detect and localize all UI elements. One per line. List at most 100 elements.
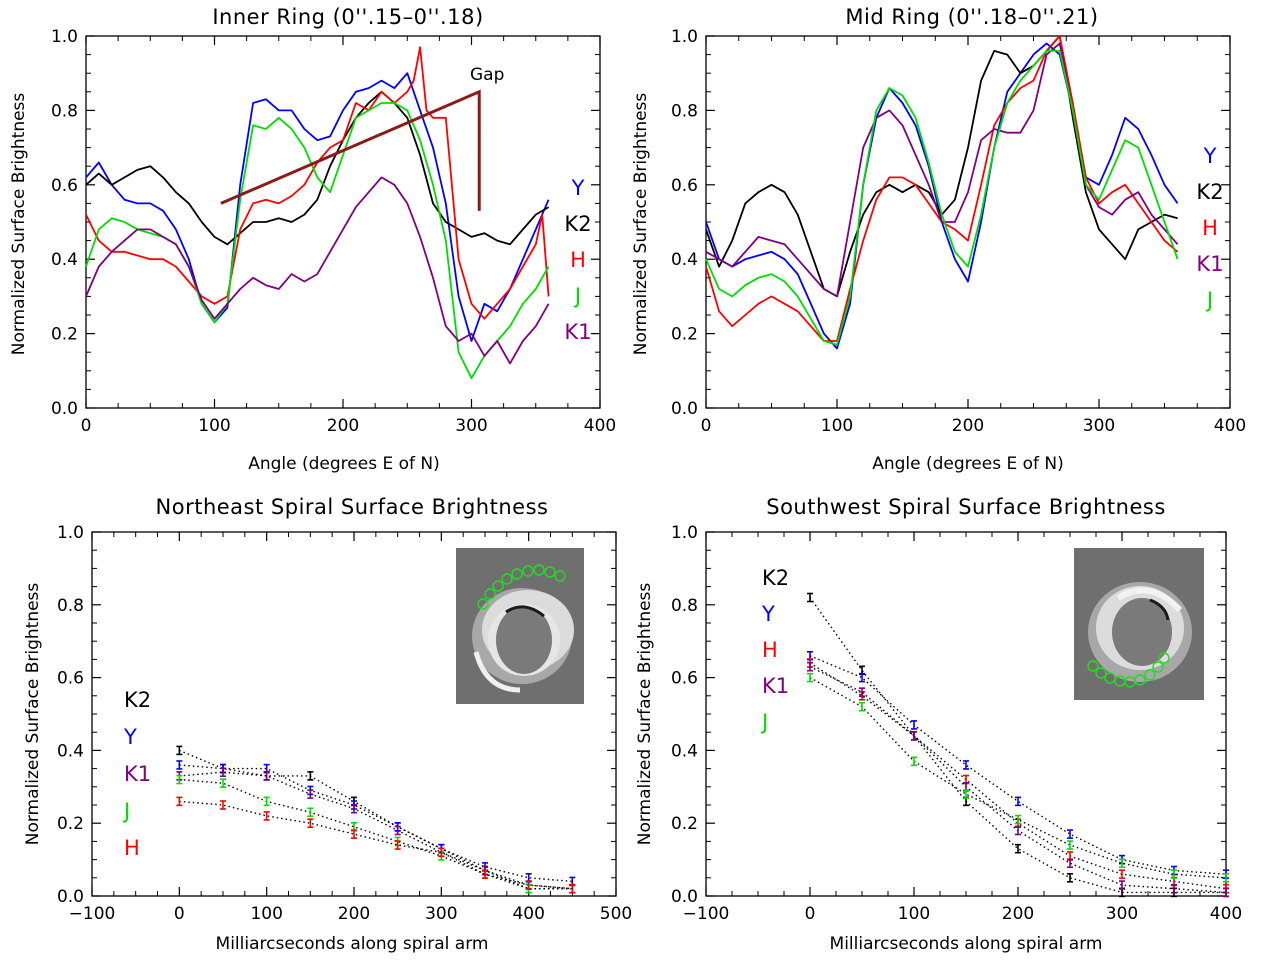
series-line-h	[179, 800, 573, 890]
x-tick-label: 500	[600, 904, 632, 924]
plot-frame	[85, 35, 601, 409]
gap-annotation: Gap	[470, 65, 504, 85]
y-tick-label: 1.0	[671, 27, 698, 47]
x-tick-label: 200	[1002, 904, 1034, 924]
x-tick-label: 200	[327, 416, 359, 436]
legend-entry-k2: K2	[124, 688, 151, 712]
y-tick-label: 0.2	[671, 325, 698, 345]
plot-area: 0 100 200 300 400 0.0 0.2 0.4 0.6 0.8 1.0 Y K2 HJ K1	[51, 27, 616, 436]
y-tick-label: 1.0	[57, 523, 84, 543]
x-tick-label: 0	[81, 416, 92, 436]
legend-entry-k1: K1	[1196, 252, 1223, 276]
legend-entry-k2: K2	[564, 212, 591, 236]
plot-area: 0 100 200 300 400 0.0 0.2 0.4 0.6 0.8 1.0 Y K2 H K1 J	[671, 27, 1246, 436]
series-line-h	[85, 46, 550, 320]
x-tick-label: −100	[683, 904, 730, 924]
legend-entry-j: J	[122, 799, 130, 823]
series-line-k1	[809, 666, 1227, 894]
aperture-circles	[477, 564, 566, 610]
series-line-k1	[85, 176, 550, 365]
x-tick-label: 0	[701, 416, 712, 436]
y-tick-label: 1.0	[671, 523, 698, 543]
series-line-k2	[179, 749, 573, 890]
y-tick-label: 0.2	[671, 814, 698, 834]
series-line-y	[809, 655, 1227, 875]
series-line-j	[705, 50, 1179, 346]
series-line-k1	[705, 42, 1179, 298]
x-tick-label: 100	[898, 904, 930, 924]
x-tick-label: 200	[952, 416, 984, 436]
series-line-h	[809, 662, 1227, 890]
chart-title: Inner Ring (0''.15–0''.18)	[212, 5, 483, 29]
series-line-j	[179, 778, 573, 890]
x-tick-label: 100	[821, 416, 853, 436]
plot-area: −100 0 100 200 300 400 500 0.0 0.2 0.4 0.6 0.8 1.0 K2…	[57, 523, 632, 924]
legend-entry-h: H	[1202, 216, 1218, 240]
panel-mid-ring: Mid Ring (0''.18–0''.21) Angle (degrees …	[631, 5, 1246, 474]
x-tick-label: 0	[174, 904, 185, 924]
legend-entry-k1: K1	[762, 674, 789, 698]
x-tick-label: 0	[805, 904, 816, 924]
y-tick-label: 0.4	[57, 741, 84, 761]
y-tick-label: 0.8	[57, 596, 84, 616]
x-tick-label: 400	[1210, 904, 1242, 924]
legend-entry-j: J	[573, 284, 581, 308]
y-tick-label: 0.6	[671, 669, 698, 689]
series-line-k2	[809, 597, 1226, 894]
x-tick-label: 200	[338, 904, 370, 924]
x-axis-label: Milliarcseconds along spiral arm	[830, 934, 1103, 954]
legend-entry-h: H	[124, 836, 140, 860]
y-tick-label: 0.0	[671, 399, 698, 419]
x-tick-label: 300	[425, 904, 457, 924]
inset-image	[456, 548, 584, 704]
x-axis-label: Angle (degrees E of N)	[248, 454, 440, 474]
y-tick-label: 0.8	[671, 101, 698, 121]
x-tick-label: 400	[1214, 416, 1246, 436]
chart-title: Southwest Spiral Surface Brightness	[766, 495, 1166, 519]
y-tick-label: 0.2	[57, 814, 84, 834]
x-axis-label: Angle (degrees E of N)	[872, 454, 1064, 474]
y-axis-label: Normalized Surface Brightness	[23, 583, 43, 846]
x-tick-label: 100	[250, 904, 282, 924]
x-tick-label: 300	[1106, 904, 1138, 924]
legend-entry-k2: K2	[1196, 180, 1223, 204]
series-line-k1	[179, 771, 573, 890]
x-axis-label: Milliarcseconds along spiral arm	[216, 934, 489, 954]
x-tick-label: 400	[584, 416, 616, 436]
y-axis-label: Normalized Surface Brightness	[631, 93, 651, 356]
y-tick-label: 0.8	[51, 101, 78, 121]
legend-entry-h: H	[762, 638, 778, 662]
inset-image	[1074, 548, 1204, 700]
y-tick-label: 0.6	[671, 176, 698, 196]
y-tick-label: 0.0	[57, 887, 84, 907]
y-axis-label: Normalized Surface Brightness	[9, 93, 29, 356]
y-axis-label: Normalized Surface Brightness	[635, 583, 655, 846]
y-tick-label: 1.0	[51, 27, 78, 47]
panel-inner-ring: Inner Ring (0''.15–0''.18) Angle (degree…	[9, 5, 616, 474]
y-tick-label: 0.0	[51, 399, 78, 419]
legend-entry-y: Y	[761, 602, 775, 626]
series-line-y	[85, 72, 550, 342]
legend-entry-y: Y	[123, 725, 137, 749]
legend-entry-y: Y	[571, 176, 585, 200]
y-tick-label: 0.6	[57, 669, 84, 689]
legend-entry-j: J	[1205, 288, 1213, 312]
chart-title: Northeast Spiral Surface Brightness	[156, 495, 549, 519]
x-tick-label: 400	[512, 904, 544, 924]
y-tick-label: 0.4	[671, 250, 698, 270]
legend-entry-k2: K2	[762, 566, 789, 590]
x-tick-label: 300	[1083, 416, 1115, 436]
plot-area: −100 0 100 200 300 400 0.0 0.2 0.4 0.6 0.8 1.0 K2 YHK…	[671, 523, 1242, 924]
legend-entry-h: H	[570, 248, 586, 272]
series-line-k2	[85, 90, 550, 246]
y-tick-label: 0.6	[51, 176, 78, 196]
x-tick-label: 100	[198, 416, 230, 436]
chart-title: Mid Ring (0''.18–0''.21)	[845, 5, 1098, 29]
y-tick-label: 0.4	[671, 741, 698, 761]
legend-entry-y: Y	[1203, 144, 1217, 168]
y-tick-label: 0.8	[671, 596, 698, 616]
panel-northeast-spiral: Northeast Spiral Surface Brightness Mill…	[23, 495, 632, 954]
x-tick-label: −100	[69, 904, 116, 924]
legend-entry-k1: K1	[124, 762, 151, 786]
